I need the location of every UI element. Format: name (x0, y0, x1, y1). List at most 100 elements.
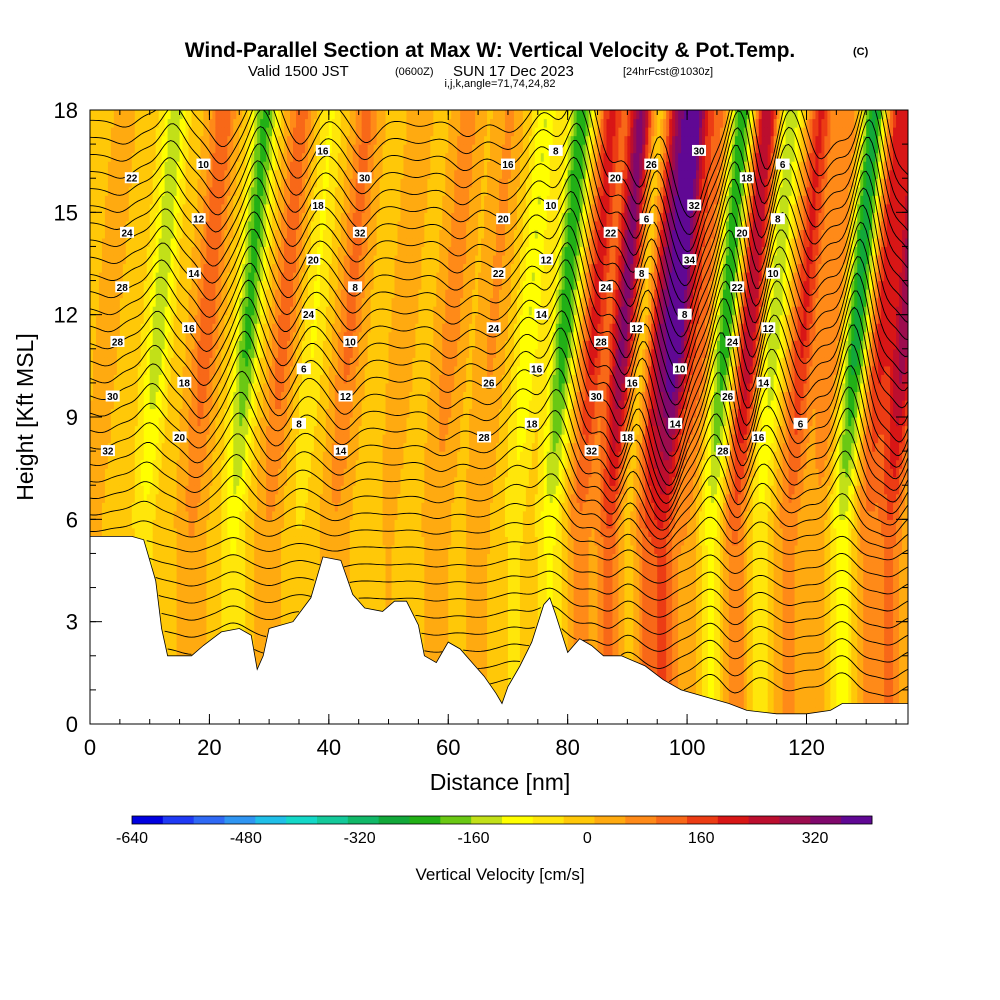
velocity-cell (164, 417, 169, 427)
velocity-cell (170, 357, 175, 367)
velocity-cell (272, 297, 276, 307)
velocity-cell (218, 382, 222, 393)
velocity-cell (128, 442, 133, 452)
velocity-cell (170, 161, 175, 171)
velocity-cell (263, 195, 267, 205)
velocity-cell (146, 110, 151, 120)
velocity-cell (191, 570, 196, 580)
velocity-cell (218, 374, 222, 384)
velocity-cell (92, 263, 97, 273)
velocity-cell (260, 118, 264, 128)
velocity-cell (188, 493, 193, 503)
velocity-cell (284, 442, 288, 452)
velocity-cell (170, 152, 175, 162)
velocity-cell (227, 451, 231, 461)
velocity-cell (98, 485, 103, 495)
velocity-cell (227, 468, 231, 478)
velocity-cell (248, 314, 252, 324)
velocity-cell (212, 365, 216, 375)
velocity-cell (221, 613, 225, 623)
velocity-cell (119, 382, 124, 393)
velocity-cell (158, 391, 163, 401)
velocity-cell (230, 314, 234, 324)
velocity-cell (251, 596, 255, 606)
velocity-cell (176, 144, 181, 154)
velocity-cell (104, 212, 109, 222)
velocity-cell (101, 510, 106, 520)
velocity-cell (203, 553, 208, 563)
velocity-cell (293, 263, 297, 273)
velocity-cell (104, 382, 109, 393)
velocity-cell (269, 144, 273, 154)
velocity-cell (98, 152, 103, 162)
velocity-cell (248, 579, 252, 589)
velocity-cell (92, 297, 97, 307)
velocity-cell (293, 425, 297, 435)
velocity-cell (209, 434, 214, 444)
velocity-cell (275, 587, 279, 597)
velocity-cell (182, 638, 187, 648)
velocity-cell (119, 493, 124, 503)
velocity-cell (251, 348, 255, 358)
velocity-cell (176, 246, 181, 256)
velocity-cell (224, 442, 228, 452)
velocity-cell (182, 408, 187, 418)
velocity-cell (137, 391, 142, 401)
velocity-cell (176, 220, 181, 230)
velocity-cell (266, 382, 270, 393)
velocity-cell (257, 570, 261, 580)
velocity-cell (173, 289, 178, 299)
velocity-cell (272, 587, 276, 597)
velocity-cell (134, 237, 139, 248)
velocity-cell (284, 348, 288, 358)
velocity-cell (161, 613, 166, 623)
velocity-cell (161, 323, 166, 333)
velocity-cell (90, 203, 94, 213)
velocity-cell (254, 263, 258, 273)
velocity-cell (203, 110, 208, 120)
velocity-cell (122, 340, 127, 350)
velocity-cell (293, 289, 297, 299)
velocity-cell (290, 382, 294, 393)
velocity-cell (140, 451, 145, 461)
velocity-cell (149, 391, 154, 401)
velocity-cell (254, 399, 258, 410)
velocity-cell (263, 502, 267, 512)
velocity-cell (164, 451, 169, 461)
velocity-cell (230, 382, 234, 393)
velocity-cell (155, 527, 160, 537)
velocity-cell (101, 212, 106, 222)
velocity-cell (140, 203, 145, 213)
velocity-cell (212, 195, 216, 205)
velocity-cell (278, 417, 282, 427)
velocity-cell (122, 331, 127, 341)
subtitle-valid: Valid 1500 JST (248, 63, 349, 80)
velocity-cell (173, 442, 178, 452)
velocity-cell (149, 485, 154, 495)
velocity-cell (284, 186, 288, 196)
velocity-cell (170, 425, 175, 435)
velocity-cell (245, 391, 249, 401)
velocity-cell (242, 110, 246, 120)
velocity-cell (137, 246, 142, 256)
velocity-cell (266, 246, 270, 256)
velocity-cell (287, 152, 291, 162)
velocity-cell (287, 502, 291, 512)
velocity-cell (224, 544, 228, 555)
velocity-cell (182, 263, 187, 273)
velocity-cell (194, 434, 199, 444)
velocity-cell (257, 638, 261, 648)
velocity-cell (197, 229, 202, 239)
velocity-cell (149, 331, 154, 341)
velocity-cell (224, 365, 228, 375)
velocity-cell (158, 451, 163, 461)
velocity-cell (200, 152, 205, 162)
velocity-cell (185, 169, 190, 179)
velocity-cell (188, 186, 193, 196)
velocity-cell (221, 434, 225, 444)
velocity-cell (167, 561, 172, 572)
velocity-cell (119, 348, 124, 358)
velocity-cell (260, 263, 264, 273)
velocity-cell (254, 613, 258, 623)
velocity-cell (245, 434, 249, 444)
